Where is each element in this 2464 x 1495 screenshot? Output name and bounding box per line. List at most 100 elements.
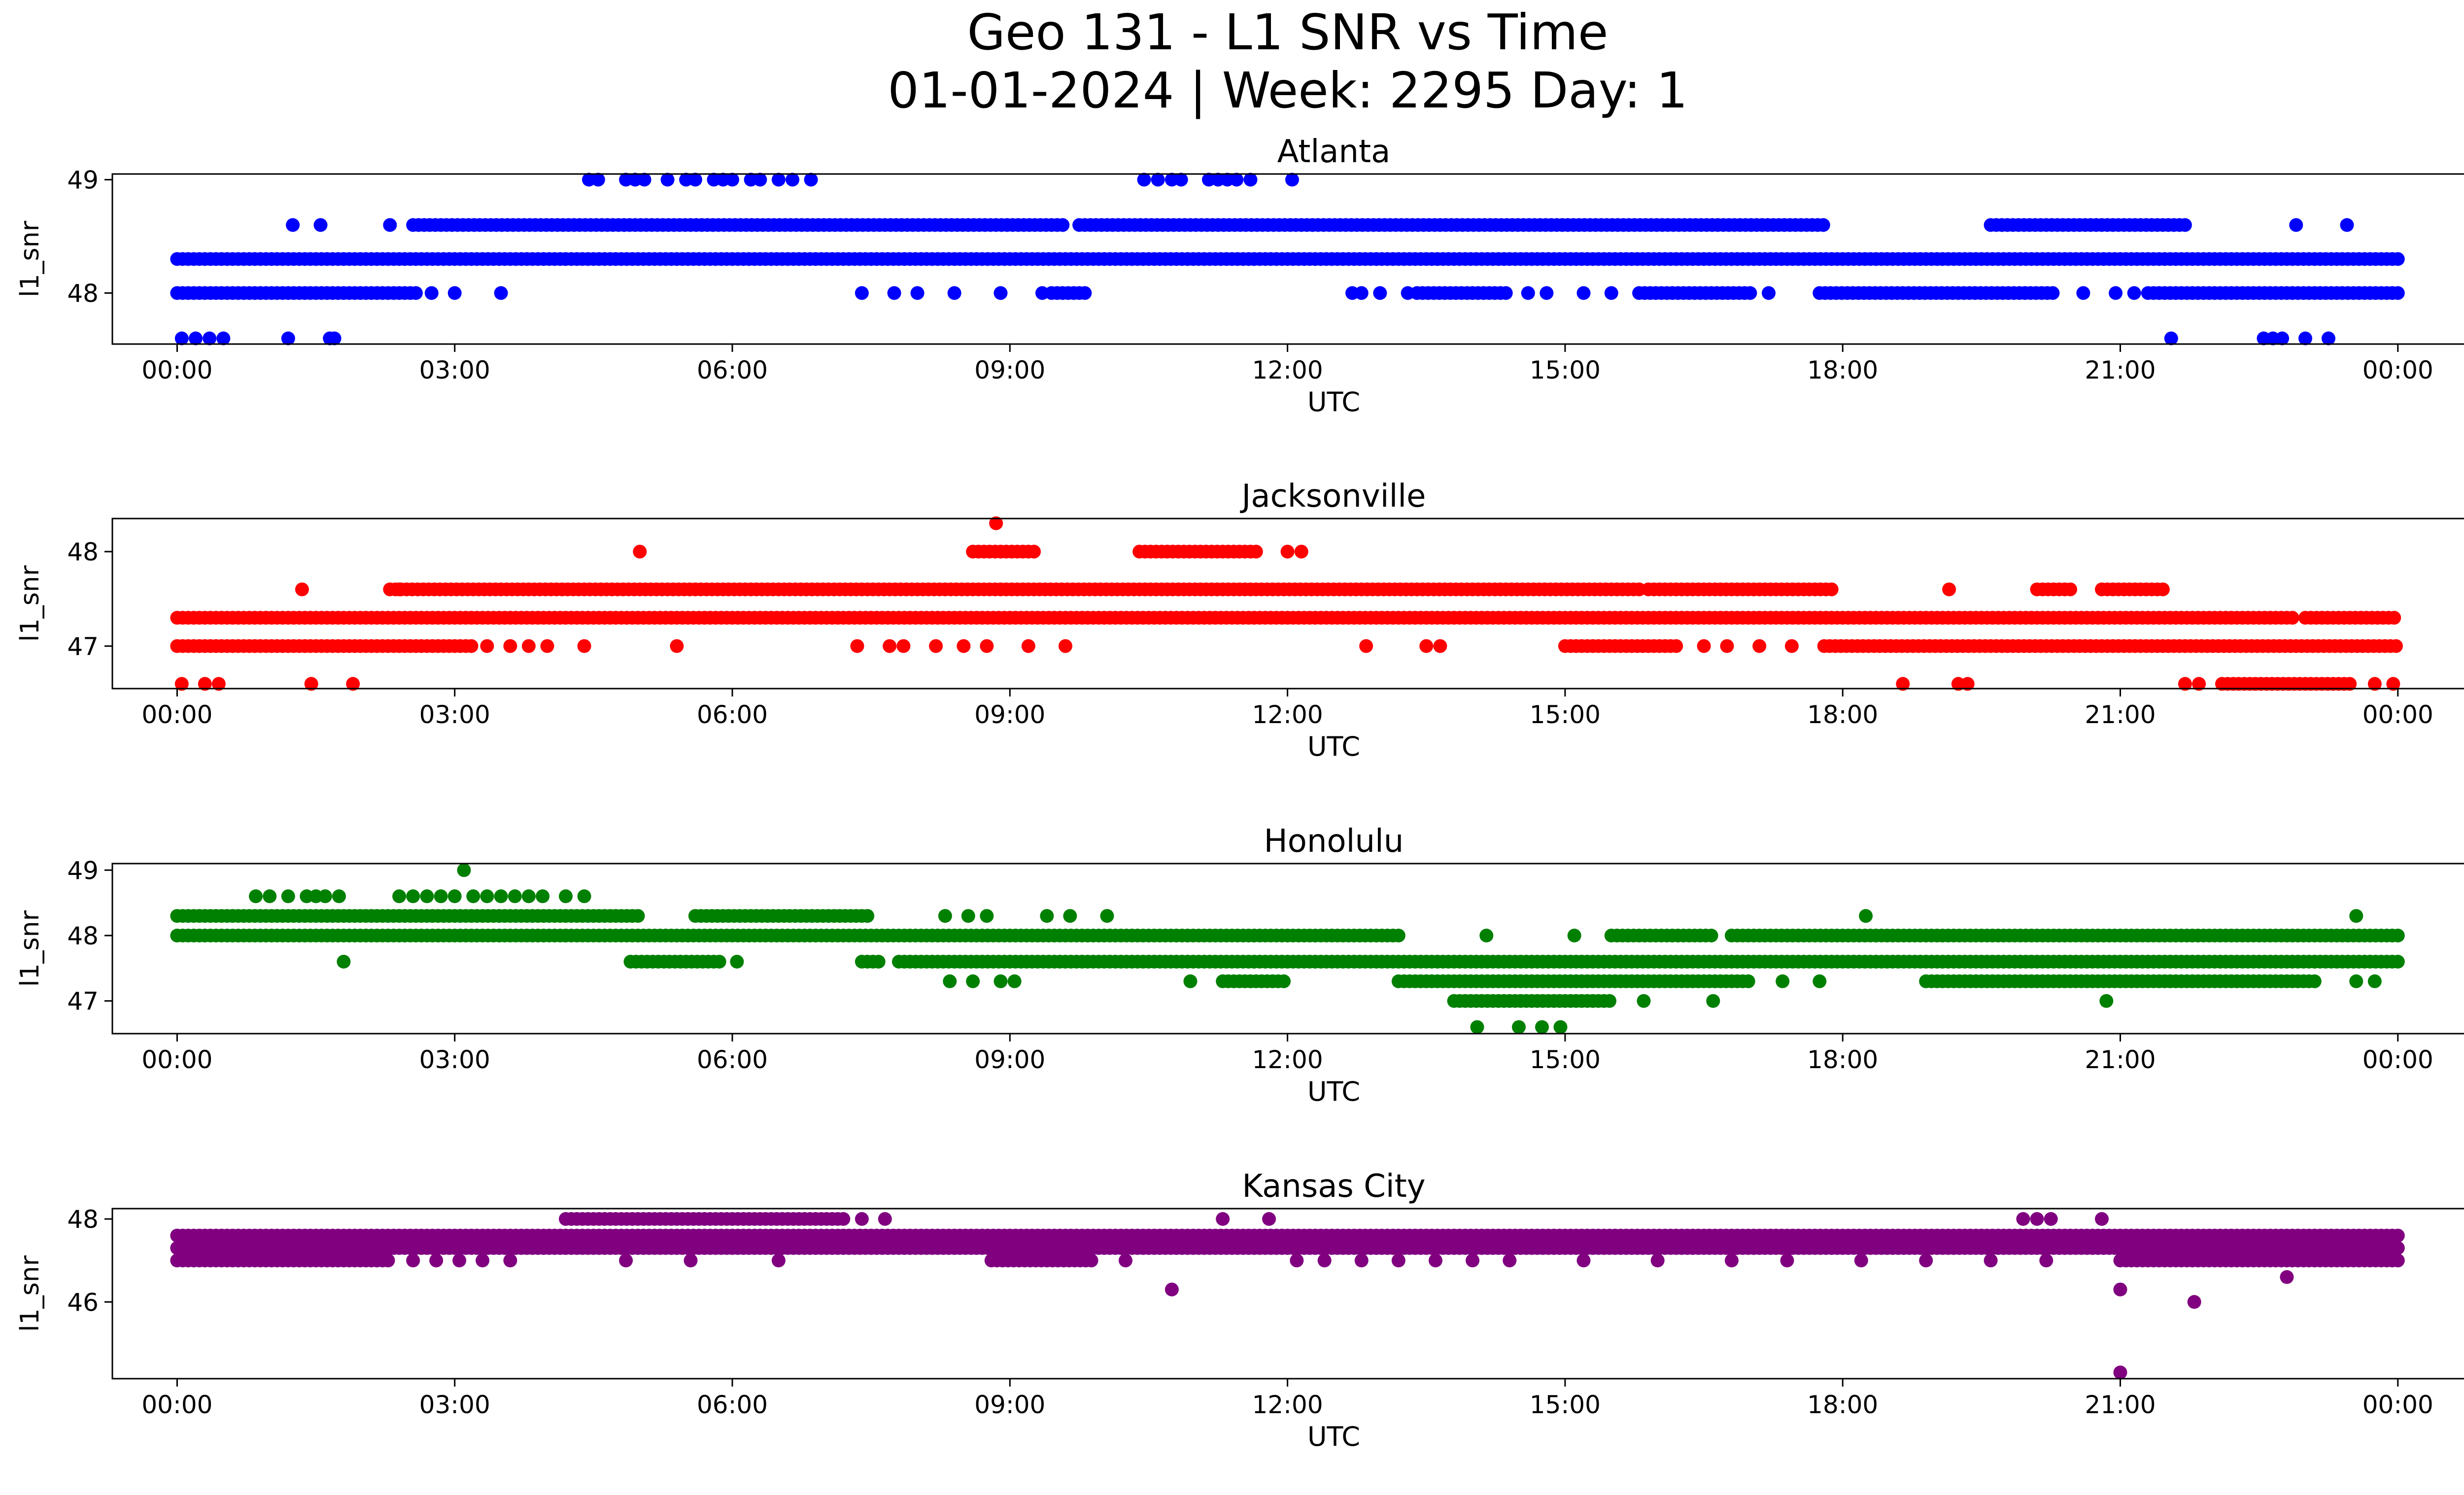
data-point: [1896, 677, 1910, 691]
data-point: [2307, 974, 2322, 988]
x-tick-label: 21:00: [2085, 1391, 2156, 1419]
data-point: [540, 639, 554, 653]
y-tick-label: 48: [67, 279, 99, 308]
x-tick-label: 00:00: [2362, 1045, 2433, 1074]
data-point: [966, 974, 980, 988]
data-point: [2391, 955, 2405, 969]
data-point: [2156, 582, 2170, 596]
data-point: [980, 909, 994, 923]
data-point: [2030, 1212, 2044, 1226]
data-point: [1354, 1253, 1369, 1268]
x-axis-label: UTC: [1307, 1076, 1360, 1107]
data-point: [1479, 929, 1494, 942]
data-point: [1391, 929, 1405, 942]
data-point: [1553, 1020, 1568, 1034]
data-point: [1100, 909, 1114, 923]
data-point: [1183, 974, 1198, 988]
data-point: [836, 1212, 851, 1226]
data-point: [281, 331, 295, 346]
x-tick-label: 03:00: [419, 356, 490, 384]
data-point: [2046, 286, 2060, 300]
data-point: [2349, 909, 2363, 923]
data-point: [1576, 1253, 1591, 1268]
data-point: [1984, 1253, 1998, 1268]
data-point: [1637, 994, 1651, 1008]
data-point: [910, 286, 924, 300]
y-tick-label: 49: [67, 166, 99, 195]
data-point: [424, 286, 439, 300]
data-point: [447, 889, 462, 904]
data-point: [591, 173, 605, 187]
data-point: [883, 639, 897, 653]
data-point: [1720, 639, 1734, 653]
data-point: [2095, 1212, 2109, 1226]
y-tick-label: 46: [67, 1288, 99, 1317]
data-point: [1604, 286, 1618, 300]
data-point: [1762, 286, 1776, 300]
x-tick-label: 12:00: [1252, 1045, 1323, 1074]
data-point: [381, 1253, 395, 1268]
data-point: [1433, 639, 1447, 653]
data-point: [313, 218, 328, 232]
data-point: [1137, 173, 1151, 187]
data-point: [2298, 331, 2312, 346]
data-point: [1535, 1020, 1549, 1034]
data-point: [993, 286, 1008, 300]
data-point: [850, 639, 864, 653]
data-point: [929, 639, 943, 653]
data-point: [420, 889, 434, 904]
data-point: [1697, 639, 1711, 653]
scatter-series: [170, 1212, 2405, 1380]
x-tick-label: 00:00: [2362, 356, 2433, 384]
x-tick-label: 15:00: [1530, 1045, 1601, 1074]
y-tick-label: 47: [67, 632, 99, 661]
axes-frame: [111, 173, 2464, 345]
data-point: [466, 889, 480, 904]
data-point: [2109, 286, 2123, 300]
data-point: [494, 286, 508, 300]
data-point: [1919, 1253, 1933, 1268]
data-point: [508, 889, 522, 904]
axes-frame: [111, 518, 2464, 690]
y-axis-label: l1_snr: [15, 910, 45, 987]
x-tick-label: 06:00: [697, 700, 768, 729]
data-point: [1243, 173, 1258, 187]
subplot-title: Atlanta: [1277, 134, 1391, 170]
data-point: [2178, 218, 2192, 232]
data-point: [947, 286, 961, 300]
data-point: [494, 889, 508, 904]
data-point: [406, 889, 420, 904]
data-point: [189, 331, 203, 346]
data-point: [1164, 1283, 1179, 1297]
data-point: [2391, 286, 2405, 300]
data-point: [896, 639, 911, 653]
data-point: [2113, 1283, 2127, 1297]
data-point: [1285, 173, 1299, 187]
x-tick-label: 15:00: [1530, 1391, 1601, 1419]
data-point: [1854, 1253, 1868, 1268]
data-point: [2349, 974, 2363, 988]
x-tick-label: 21:00: [2085, 1045, 2156, 1074]
data-point: [2387, 611, 2401, 625]
data-point: [2275, 331, 2290, 346]
y-axis-label: l1_snr: [15, 565, 45, 642]
data-point: [771, 1253, 786, 1268]
data-point: [860, 909, 875, 923]
data-point: [346, 677, 360, 691]
data-point: [1724, 1253, 1739, 1268]
data-point: [521, 889, 536, 904]
data-point: [1780, 1253, 1794, 1268]
data-point: [521, 639, 536, 653]
data-point: [2127, 286, 2141, 300]
data-point: [1056, 218, 1070, 232]
x-tick-label: 03:00: [419, 1045, 490, 1074]
data-point: [392, 889, 407, 904]
data-point: [684, 1253, 698, 1268]
data-point: [2164, 331, 2178, 346]
data-point: [1512, 1020, 1526, 1034]
x-tick-label: 18:00: [1807, 1391, 1878, 1419]
data-point: [725, 173, 739, 187]
x-tick-label: 06:00: [697, 356, 768, 384]
x-tick-label: 00:00: [2362, 700, 2433, 729]
y-tick-label: 48: [67, 538, 99, 566]
